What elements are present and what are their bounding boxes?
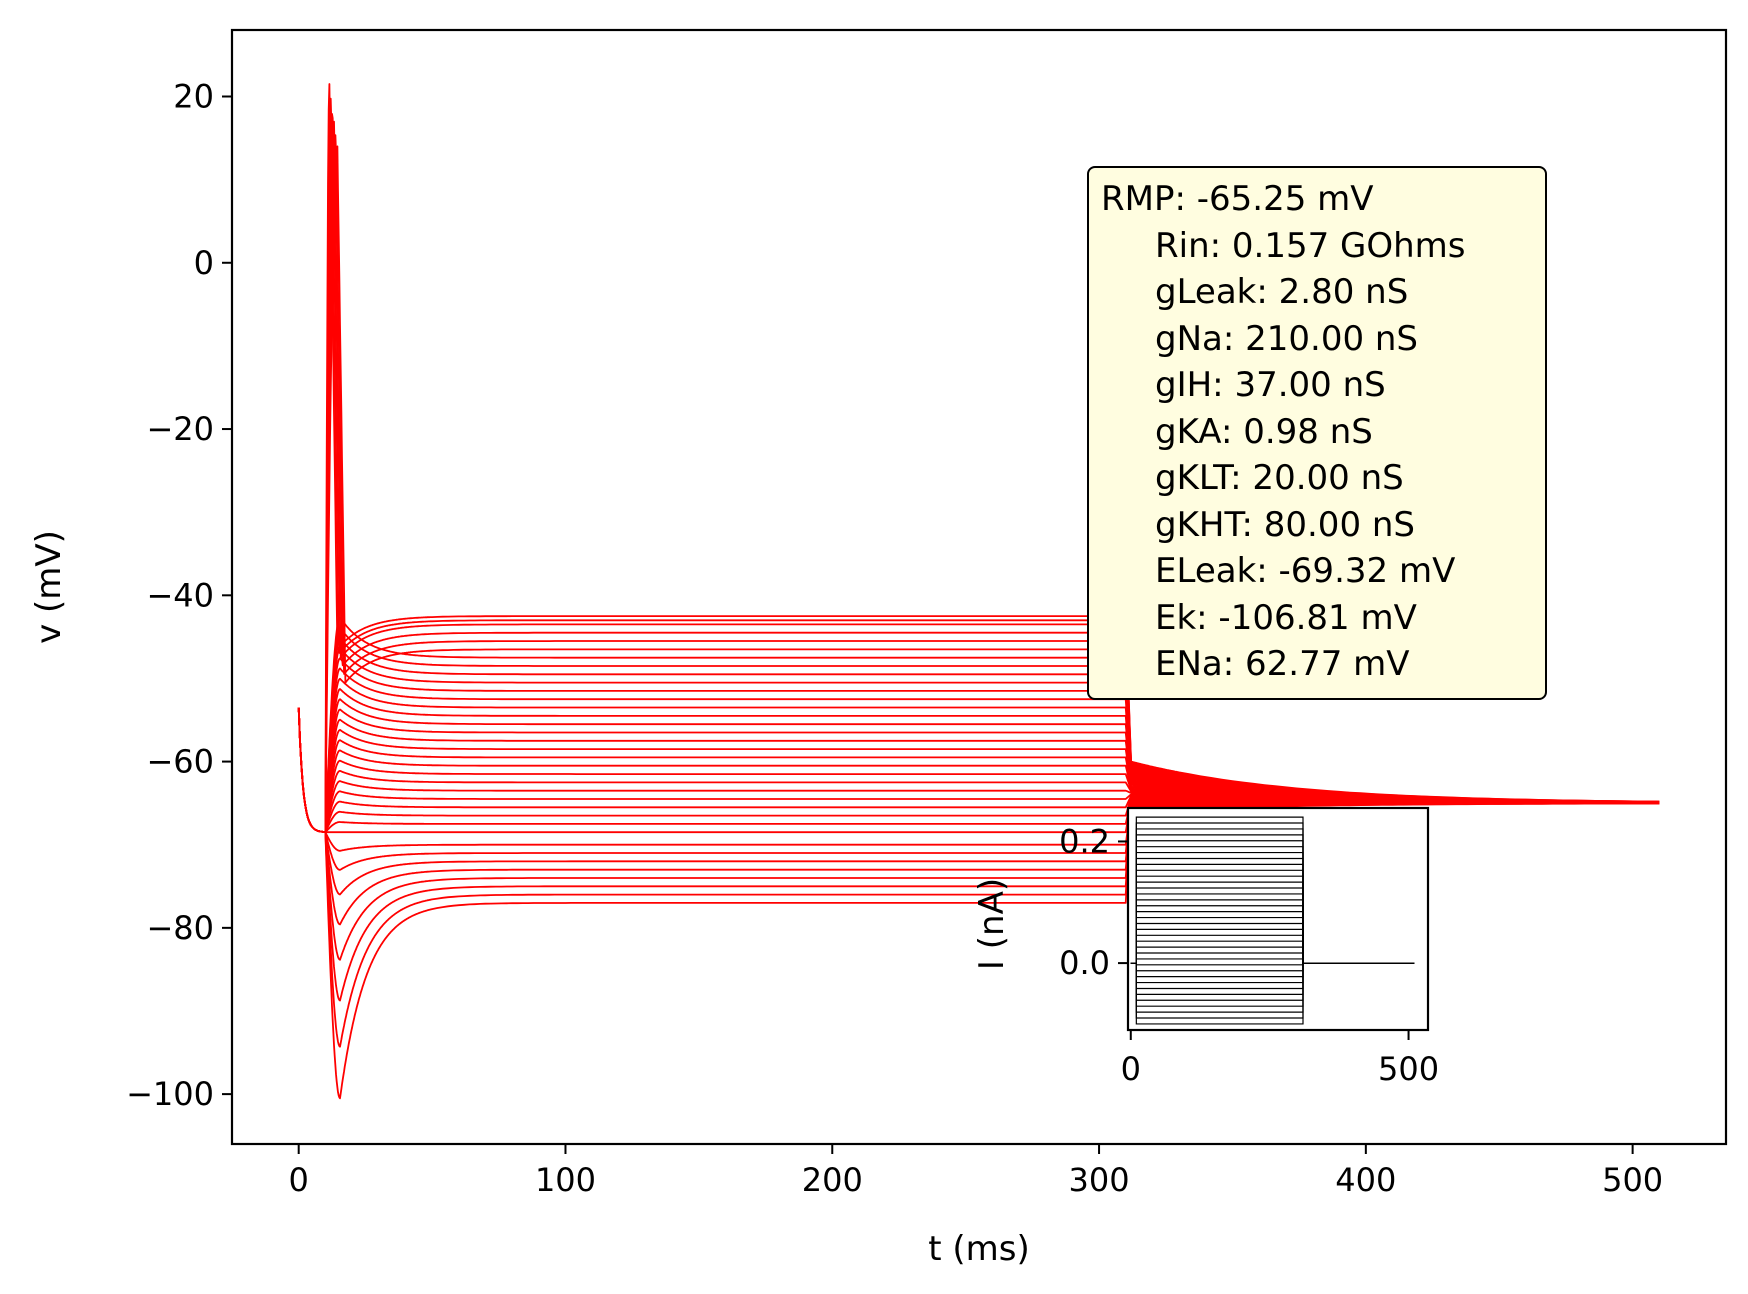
- y-tick-label: 20: [173, 78, 214, 116]
- stats-gih: gIH: 37.00 nS: [1155, 365, 1386, 405]
- voltage-trace: [297, 707, 1660, 833]
- stats-rin: Rin: 0.157 GOhms: [1155, 225, 1466, 266]
- voltage-trace: [297, 677, 1660, 833]
- x-tick-label: 400: [1335, 1161, 1396, 1199]
- voltage-trace: [297, 667, 1660, 833]
- main-axes-frame: [230, 28, 1728, 1146]
- inset-y-tick-label: 0.2: [1059, 822, 1110, 860]
- y-axis-label: v (mV): [29, 530, 69, 644]
- x-tick-label: 100: [535, 1161, 596, 1199]
- y-tick-label: −80: [146, 909, 214, 947]
- main-x-ticks: 0 100 200 300 400 500: [289, 1144, 1663, 1199]
- voltage-trace: [297, 626, 1660, 833]
- y-tick-label: −20: [146, 410, 214, 448]
- voltage-trace: [297, 707, 1660, 926]
- voltage-trace: [297, 698, 1660, 833]
- stats-gklt: gKLT: 20.00 nS: [1155, 458, 1404, 498]
- x-tick-label: 200: [802, 1161, 863, 1199]
- voltage-trace: [297, 134, 1660, 833]
- voltage-trace: [297, 120, 1660, 833]
- voltage-trace: [297, 707, 1660, 833]
- inset-y-tick-label: 0.0: [1059, 944, 1110, 982]
- voltage-traces: [297, 83, 1660, 1100]
- voltage-trace: [297, 657, 1660, 833]
- voltage-trace: [297, 97, 1660, 833]
- current-traces: [1130, 816, 1415, 1025]
- voltage-trace: [297, 707, 1660, 852]
- inset-plot: 0 500 0.2 0.0 I (nA): [972, 806, 1439, 1088]
- current-step-trace: [1130, 816, 1415, 964]
- voltage-trace: [297, 707, 1660, 833]
- stats-gka: gKA: 0.98 nS: [1155, 411, 1373, 452]
- inset-axes-frame: [1126, 806, 1430, 1032]
- x-axis-label: t (ms): [928, 1229, 1030, 1269]
- voltage-trace: [297, 707, 1660, 833]
- voltage-trace: [297, 707, 1660, 834]
- inset-x-tick-label: 0: [1121, 1050, 1141, 1088]
- inset-y-axis-label: I (nA): [972, 878, 1012, 970]
- voltage-trace: [297, 636, 1660, 833]
- x-tick-label: 0: [289, 1161, 309, 1199]
- voltage-trace: [297, 616, 1660, 833]
- voltage-trace: [297, 707, 1660, 833]
- voltage-trace: [297, 707, 1660, 896]
- x-tick-label: 500: [1602, 1161, 1663, 1199]
- voltage-trace: [297, 707, 1660, 833]
- voltage-trace: [297, 707, 1660, 961]
- stats-ek: Ek: -106.81 mV: [1155, 597, 1417, 638]
- stats-ena: ENa: 62.77 mV: [1155, 644, 1410, 684]
- voltage-trace: [297, 145, 1660, 833]
- voltage-trace: [297, 83, 1660, 833]
- stats-gkht: gKHT: 80.00 nS: [1155, 504, 1416, 545]
- voltage-trace: [297, 647, 1660, 833]
- voltage-trace: [297, 707, 1660, 871]
- inset-x-tick-label: 500: [1378, 1050, 1439, 1088]
- voltage-trace: [297, 707, 1660, 833]
- voltage-trace: [297, 113, 1660, 833]
- voltage-trace: [297, 707, 1660, 833]
- voltage-trace: [297, 688, 1660, 833]
- stats-gna: gNa: 210.00 nS: [1155, 318, 1419, 359]
- x-tick-label: 300: [1069, 1161, 1130, 1199]
- stats-eleak: ELeak: -69.32 mV: [1155, 551, 1456, 591]
- y-tick-label: −60: [146, 743, 214, 781]
- voltage-trace: [297, 707, 1660, 833]
- inset-x-ticks: 0 500: [1121, 1030, 1439, 1088]
- y-tick-label: −100: [126, 1075, 214, 1113]
- stats-box: RMP: -65.25 mV Rin: 0.157 GOhms gLeak: 2…: [1087, 166, 1547, 700]
- main-y-ticks: 20 0 −20 −40 −60 −80 −100: [126, 78, 232, 1113]
- inset-background: [1128, 808, 1428, 1030]
- stats-rmp: RMP: -65.25 mV: [1101, 179, 1374, 219]
- y-tick-label: 0: [194, 244, 214, 282]
- stats-gleak: gLeak: 2.80 nS: [1155, 272, 1409, 312]
- voltage-trace: [297, 707, 1660, 833]
- voltage-trace: [297, 707, 1660, 833]
- main-plot: 0 100 200 300 400 500 200−20−40−60−80−100 t (…: [29, 28, 1728, 1269]
- inset-y-ticks: 0.2 0.0: [1059, 822, 1128, 982]
- voltage-trace: [297, 707, 1660, 833]
- y-tick-label: −40: [146, 576, 214, 614]
